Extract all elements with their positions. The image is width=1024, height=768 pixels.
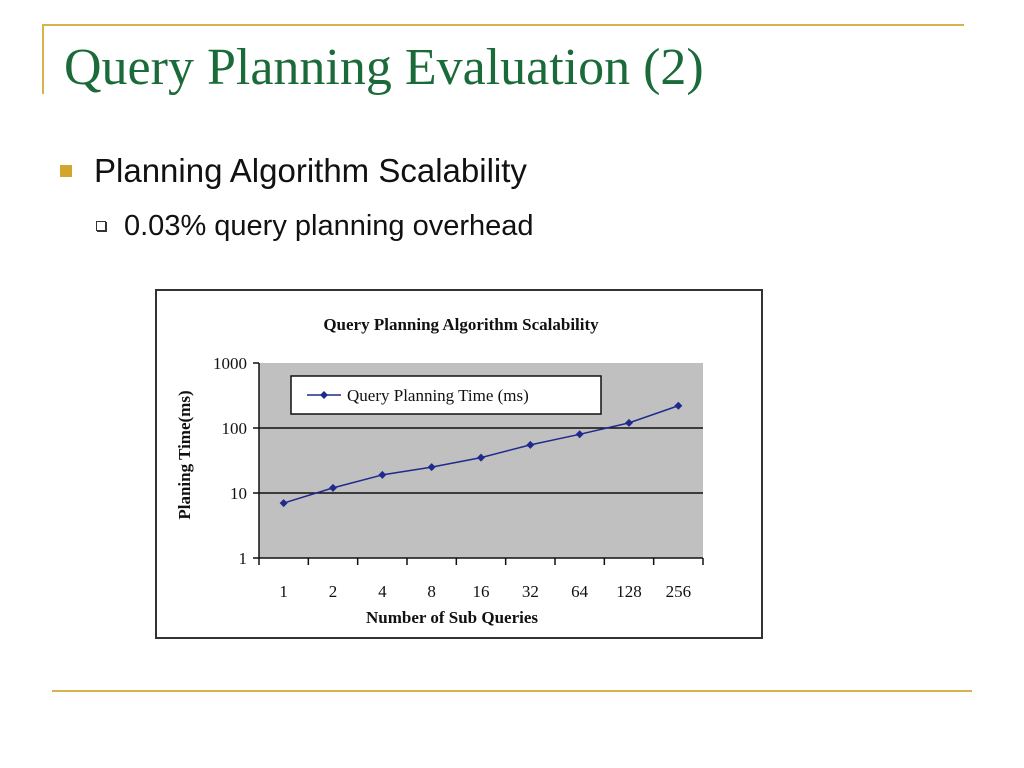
x-tick-label: 64 bbox=[571, 582, 589, 601]
y-tick-label: 10 bbox=[230, 484, 247, 503]
data-point bbox=[526, 440, 535, 449]
data-point bbox=[329, 483, 337, 492]
y-axis-ticks: 1 10 100 1000 bbox=[213, 354, 259, 568]
data-point bbox=[625, 418, 633, 427]
bullet-text: Planning Algorithm Scalability bbox=[94, 152, 527, 189]
x-axis-label: Number of Sub Queries bbox=[366, 608, 538, 627]
chart-title: Query Planning Algorithm Scalability bbox=[323, 315, 599, 334]
data-point bbox=[674, 401, 683, 410]
x-tick-label: 8 bbox=[427, 582, 436, 601]
sub-bullet-text: 0.03% query planning overhead bbox=[124, 209, 534, 242]
grid-lines bbox=[259, 427, 703, 494]
legend-marker-diamond bbox=[320, 391, 328, 399]
x-tick-label: 2 bbox=[329, 582, 338, 601]
x-tick-label: 1 bbox=[279, 582, 288, 601]
frame-left-rule bbox=[42, 24, 44, 94]
bullet-level-2: 0.03% query planning overhead bbox=[96, 208, 534, 244]
y-tick-label: 1 bbox=[239, 549, 248, 568]
data-point bbox=[575, 430, 584, 439]
bullet-level-1: Planning Algorithm Scalability bbox=[60, 150, 527, 192]
legend-box bbox=[290, 375, 602, 415]
frame-bottom-rule bbox=[52, 690, 972, 692]
x-axis-ticks: 1 2 4 8 16 32 64 128 256 bbox=[258, 558, 704, 601]
data-point bbox=[477, 453, 485, 462]
x-tick-label: 256 bbox=[666, 582, 692, 601]
x-tick-label: 4 bbox=[378, 582, 387, 601]
legend-series-label: Query Planning Time (ms) bbox=[347, 386, 529, 405]
legend: Query Planning Time (ms) bbox=[290, 375, 602, 415]
y-tick-label: 100 bbox=[222, 419, 248, 438]
y-tick-label: 1000 bbox=[213, 354, 247, 373]
chart-container: Query Planning Algorithm Scalability 1 10… bbox=[155, 289, 763, 639]
frame-top-rule bbox=[42, 24, 964, 26]
slide-title: Query Planning Evaluation (2) bbox=[64, 39, 704, 96]
data-point bbox=[378, 470, 387, 479]
x-tick-label: 16 bbox=[473, 582, 490, 601]
x-tick-label: 128 bbox=[616, 582, 642, 601]
data-point bbox=[427, 463, 436, 472]
y-axis-label: Planing Time(ms) bbox=[175, 390, 194, 519]
x-tick-label: 32 bbox=[522, 582, 539, 601]
hollow-square-bullet-icon bbox=[96, 221, 106, 231]
chart-svg: Query Planning Algorithm Scalability 1 10… bbox=[175, 315, 704, 627]
axes bbox=[258, 363, 703, 559]
square-bullet-icon bbox=[60, 165, 72, 177]
